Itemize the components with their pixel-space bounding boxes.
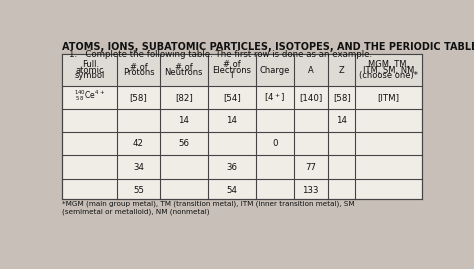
- Text: ITM, SM, NM: ITM, SM, NM: [363, 66, 414, 75]
- Text: [4$^+$]: [4$^+$]: [264, 91, 285, 104]
- Text: (choose one)*: (choose one)*: [359, 71, 418, 80]
- Text: *MGM (main group metal), TM (transition metal), ITM (inner transition metal), SM: *MGM (main group metal), TM (transition …: [63, 201, 355, 215]
- Text: Charge: Charge: [260, 66, 290, 75]
- Text: [58]: [58]: [333, 93, 351, 102]
- Text: 0: 0: [272, 139, 277, 148]
- Text: 54: 54: [226, 186, 237, 195]
- Text: ATOMS, IONS, SUBATOMIC PARTICLES, ISOTOPES, AND THE PERIODIC TABLE: ATOMS, IONS, SUBATOMIC PARTICLES, ISOTOP…: [63, 41, 474, 52]
- Text: A: A: [308, 66, 314, 75]
- Text: 14: 14: [178, 116, 189, 125]
- Text: 42: 42: [133, 139, 144, 148]
- Text: Full: Full: [82, 60, 97, 69]
- Text: 56: 56: [178, 139, 189, 148]
- Text: 34: 34: [133, 162, 144, 172]
- Text: MGM, TM,: MGM, TM,: [368, 60, 409, 69]
- Text: [140]: [140]: [299, 93, 322, 102]
- Text: [54]: [54]: [223, 93, 241, 102]
- Text: 77: 77: [305, 162, 316, 172]
- Text: 1.   Complete the following table. The first row is done as an example.: 1. Complete the following table. The fir…: [69, 50, 372, 59]
- Text: # of: # of: [129, 63, 147, 72]
- Text: 14: 14: [336, 116, 347, 125]
- Text: [ITM]: [ITM]: [378, 93, 400, 102]
- Text: [58]: [58]: [129, 93, 147, 102]
- Text: symbol: symbol: [75, 71, 105, 80]
- Text: 36: 36: [226, 162, 237, 172]
- Text: Protons: Protons: [123, 68, 155, 77]
- Text: [82]: [82]: [175, 93, 192, 102]
- Text: I: I: [230, 71, 233, 80]
- Text: Electrons: Electrons: [212, 66, 251, 75]
- Text: 55: 55: [133, 186, 144, 195]
- Text: 14: 14: [226, 116, 237, 125]
- Text: $^{140}_{\ 58}$Ce$^{4+}$: $^{140}_{\ 58}$Ce$^{4+}$: [74, 88, 105, 103]
- Text: # of: # of: [223, 60, 241, 69]
- Text: atomic: atomic: [75, 66, 104, 75]
- Bar: [63, 54, 422, 199]
- Text: Z: Z: [339, 66, 345, 75]
- Bar: [63, 54, 422, 86]
- Text: # of: # of: [175, 63, 192, 72]
- Text: 133: 133: [302, 186, 319, 195]
- Text: Neutrons: Neutrons: [164, 68, 203, 77]
